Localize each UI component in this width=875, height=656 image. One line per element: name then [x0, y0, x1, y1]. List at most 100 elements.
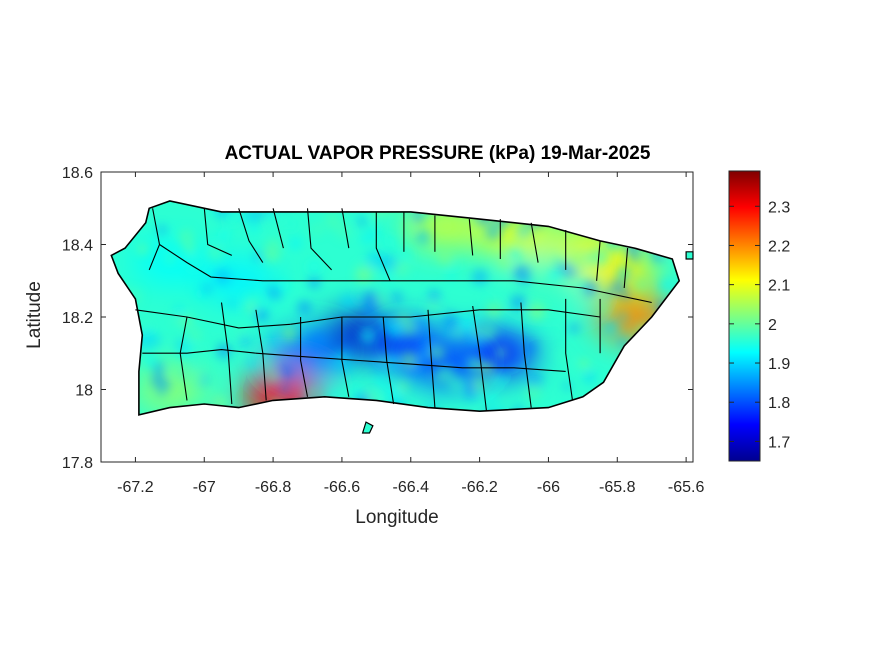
field-speck	[297, 300, 312, 315]
field-speck	[459, 315, 476, 333]
field-speck	[168, 365, 178, 375]
municipio-border	[375, 211, 391, 282]
field-speck	[335, 223, 351, 239]
field-speck	[385, 385, 402, 401]
field-speck	[468, 357, 484, 373]
x-tick-label: -65.6	[668, 479, 705, 496]
field-speck	[246, 357, 257, 369]
municipio-border	[179, 316, 188, 401]
field-speck	[391, 291, 402, 303]
field-speck	[361, 291, 378, 308]
field-speck	[202, 284, 211, 294]
field-speck	[138, 244, 148, 254]
field-speck	[603, 290, 613, 300]
field-speck	[486, 393, 497, 404]
municipio-border	[272, 208, 284, 249]
x-tick-label: -66.2	[461, 479, 498, 496]
municipio-border	[203, 208, 233, 256]
field-speck	[164, 253, 175, 264]
field-speck	[510, 294, 527, 311]
field-speck	[598, 302, 611, 315]
municipio-border	[341, 208, 350, 249]
field-speck	[375, 376, 387, 388]
colorbar-tick-label: 1.8	[768, 395, 790, 412]
field-speck	[437, 249, 453, 265]
y-tick-label: 17.8	[62, 455, 93, 472]
field-speck	[224, 210, 241, 226]
field-speck	[568, 250, 587, 269]
municipio-border	[238, 208, 264, 263]
field-speck	[528, 303, 545, 320]
field-speck	[279, 383, 290, 394]
municipio-border	[468, 219, 474, 256]
field-speck	[405, 220, 414, 229]
municipio-border	[220, 302, 233, 405]
municipio-border	[211, 276, 652, 304]
municipio-border	[255, 352, 566, 372]
field-speck	[493, 375, 507, 389]
field-speck	[619, 312, 628, 322]
field-speck	[427, 300, 439, 313]
x-axis-label: Longitude	[355, 507, 438, 528]
field-speck	[610, 279, 627, 295]
field-speck	[386, 355, 401, 369]
field-speck	[495, 346, 507, 359]
field-speck	[602, 319, 619, 336]
field-speck	[270, 335, 280, 346]
field-speck	[381, 297, 391, 307]
municipio-border	[472, 306, 488, 412]
field-speck	[441, 313, 460, 332]
field-speck	[448, 377, 465, 393]
field-speck	[660, 277, 676, 293]
field-speck	[417, 351, 429, 362]
colorbar	[728, 170, 761, 462]
field-speck	[183, 242, 195, 254]
field-speck	[472, 269, 488, 286]
municipio-border	[142, 349, 256, 354]
field-speck	[583, 371, 596, 384]
municipio-border	[565, 298, 574, 401]
municipio-boundaries	[110, 200, 694, 434]
colorbar-tick-label: 1.7	[768, 434, 790, 451]
field-speck	[464, 379, 476, 390]
field-speck	[227, 299, 236, 309]
field-speck	[397, 247, 413, 264]
field-speck	[498, 257, 511, 269]
field-speck	[547, 268, 561, 282]
field-speck	[178, 229, 195, 246]
y-tick-label: 18.6	[62, 165, 93, 182]
field-speck	[173, 305, 185, 316]
field-speck	[508, 247, 523, 261]
field-speck	[191, 355, 201, 366]
field-speck	[267, 371, 279, 383]
x-tick-label: -66	[537, 479, 560, 496]
field-speck	[217, 228, 231, 242]
field-speck	[513, 264, 531, 282]
municipio-border	[530, 222, 539, 263]
field-speck	[416, 230, 430, 245]
field-speck	[487, 377, 498, 388]
field-speck	[437, 365, 455, 384]
y-tick-label: 18.2	[62, 310, 93, 327]
field-speck	[357, 263, 367, 272]
field-speck	[629, 251, 640, 262]
x-tick-label: -67.2	[117, 479, 154, 496]
field-speck	[429, 345, 445, 361]
field-speck	[248, 293, 262, 308]
field-speck	[452, 261, 461, 271]
field-speck	[401, 352, 417, 368]
field-speck	[266, 238, 281, 253]
field-speck	[190, 328, 201, 340]
field-speck	[380, 233, 399, 252]
field-speck	[582, 281, 598, 296]
map-title: ACTUAL VAPOR PRESSURE (kPa) 19-Mar-2025	[224, 143, 651, 164]
field-speck	[245, 303, 254, 312]
municipio-border	[596, 240, 601, 281]
field-speck	[311, 224, 323, 236]
municipio-border	[135, 309, 291, 329]
field-speck	[157, 387, 166, 397]
field-speck	[285, 218, 298, 231]
field-speck	[379, 317, 390, 327]
y-tick-label: 18	[75, 383, 93, 400]
field-speck	[387, 319, 405, 338]
